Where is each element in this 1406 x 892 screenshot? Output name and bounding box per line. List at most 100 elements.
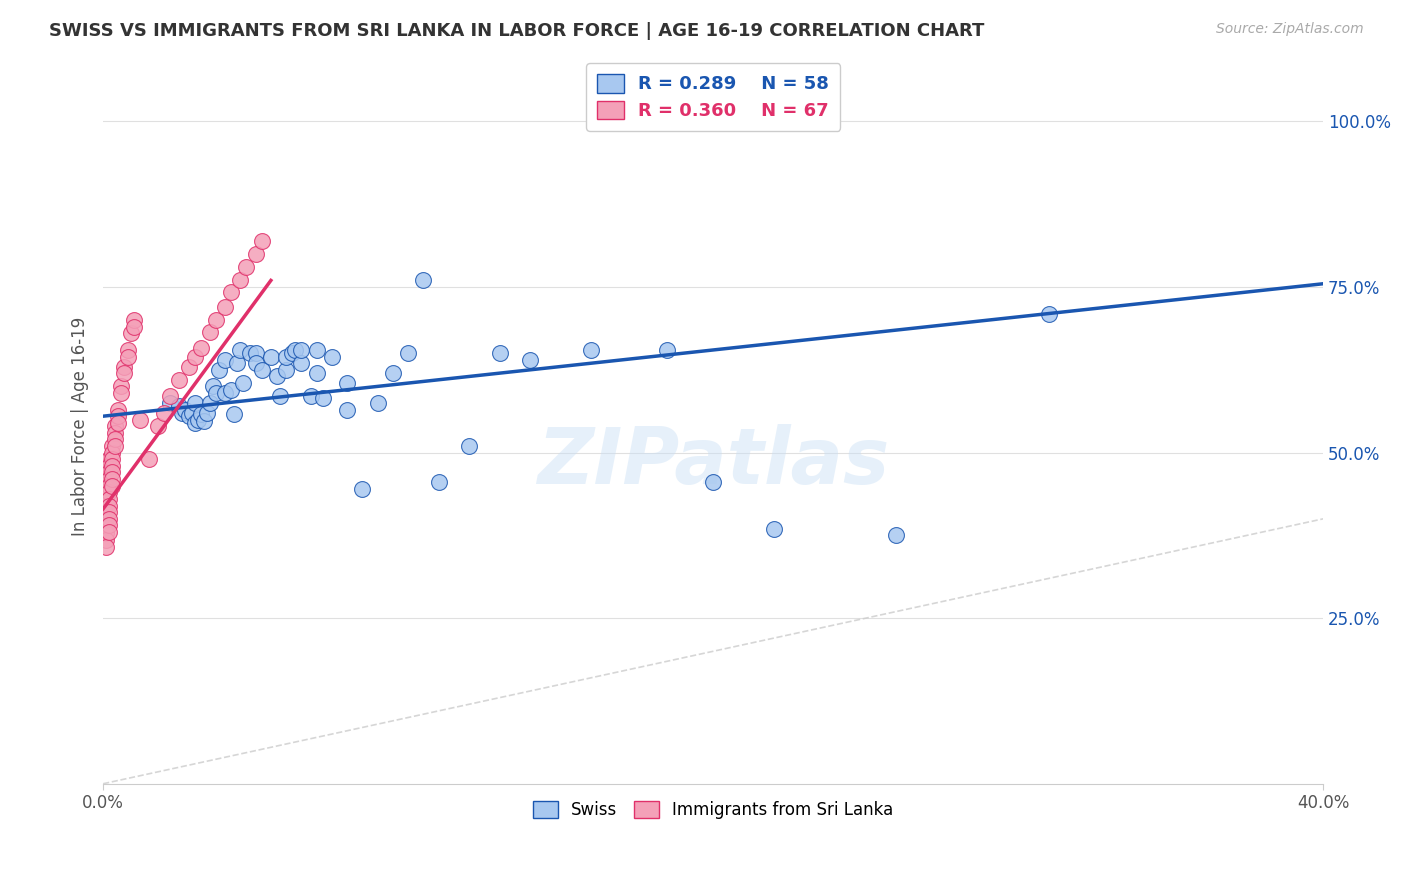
Point [269,389,291,403]
Point [128,412,150,426]
Point [260,350,283,364]
Point [238,346,260,360]
Point [104,419,127,434]
Text: ZIPatlas: ZIPatlas [537,424,889,500]
Point [96,513,118,527]
Point [276,350,298,364]
Point [763,522,786,536]
Point [96,480,118,494]
Point [101,439,124,453]
Point [352,482,374,496]
Point [98,499,121,513]
Point [96,485,118,500]
Point [519,352,541,367]
Point [183,416,205,430]
Point [305,343,328,357]
Point [114,359,136,374]
Point [98,518,121,533]
Point [367,396,389,410]
Point [177,359,200,374]
Point [183,350,205,364]
Point [232,376,254,390]
Point [201,379,224,393]
Point [159,389,181,403]
Point [214,352,236,367]
Point [214,300,236,314]
Point [321,350,343,364]
Point [101,466,124,480]
Point [98,472,121,486]
Point [195,406,218,420]
Point [159,396,181,410]
Text: SWISS VS IMMIGRANTS FROM SRI LANKA IN LABOR FORCE | AGE 16-19 CORRELATION CHART: SWISS VS IMMIGRANTS FROM SRI LANKA IN LA… [49,22,984,40]
Point [96,466,118,480]
Point [396,346,419,360]
Point [205,313,228,327]
Point [101,452,124,467]
Point [219,285,242,300]
Point [312,392,335,406]
Point [235,260,257,275]
Point [180,406,202,420]
Point [172,406,194,420]
Point [122,313,145,327]
Point [169,399,191,413]
Legend: Swiss, Immigrants from Sri Lanka: Swiss, Immigrants from Sri Lanka [526,794,900,825]
Y-axis label: In Labor Force | Age 16-19: In Labor Force | Age 16-19 [72,317,89,536]
Point [290,356,312,370]
Point [427,475,450,490]
Point [579,343,602,357]
Point [98,485,121,500]
Point [96,502,118,516]
Point [245,356,267,370]
Point [96,475,118,490]
Point [98,479,121,493]
Point [120,326,142,341]
Point [114,366,136,380]
Point [107,416,129,430]
Point [250,234,273,248]
Point [284,343,307,357]
Point [290,343,312,357]
Point [96,507,118,521]
Point [488,346,510,360]
Point [153,406,176,420]
Point [98,452,121,467]
Point [98,466,121,480]
Point [107,402,129,417]
Point [96,540,118,554]
Point [117,350,139,364]
Point [138,452,160,467]
Point [205,386,228,401]
Point [381,366,404,380]
Point [146,419,169,434]
Point [884,528,907,542]
Point [250,363,273,377]
Point [226,356,249,370]
Point [101,472,124,486]
Point [208,363,231,377]
Point [110,379,132,393]
Point [657,343,679,357]
Point [104,433,127,447]
Point [183,396,205,410]
Point [117,343,139,357]
Point [305,366,328,380]
Point [101,479,124,493]
Point [96,472,118,486]
Point [96,520,118,534]
Point [245,247,267,261]
Point [336,376,359,390]
Point [104,439,127,453]
Point [266,369,288,384]
Point [107,409,129,424]
Point [198,396,221,410]
Point [98,525,121,540]
Point [458,439,481,453]
Point [98,458,121,473]
Point [190,341,212,355]
Point [412,273,434,287]
Point [229,343,252,357]
Point [276,363,298,377]
Point [96,533,118,547]
